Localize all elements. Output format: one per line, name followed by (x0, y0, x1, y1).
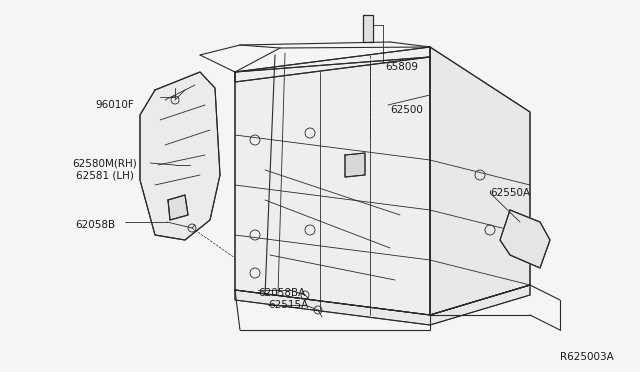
Text: 65809: 65809 (385, 62, 418, 72)
Polygon shape (500, 210, 550, 268)
Text: 62500: 62500 (390, 105, 423, 115)
Text: R625003A: R625003A (560, 352, 614, 362)
Polygon shape (235, 285, 530, 325)
Polygon shape (430, 47, 530, 315)
Polygon shape (235, 57, 430, 315)
Text: 96010F: 96010F (95, 100, 134, 110)
Polygon shape (168, 195, 188, 220)
Text: 62058B: 62058B (75, 220, 115, 230)
Text: 62581 (LH): 62581 (LH) (76, 170, 134, 180)
Polygon shape (140, 72, 220, 240)
Polygon shape (363, 15, 373, 42)
Polygon shape (235, 47, 430, 82)
Polygon shape (345, 153, 365, 177)
Text: 62580M(RH): 62580M(RH) (72, 158, 137, 168)
Text: 62550A: 62550A (490, 188, 530, 198)
Text: 62515A: 62515A (268, 300, 308, 310)
Text: 62058BA: 62058BA (258, 288, 305, 298)
